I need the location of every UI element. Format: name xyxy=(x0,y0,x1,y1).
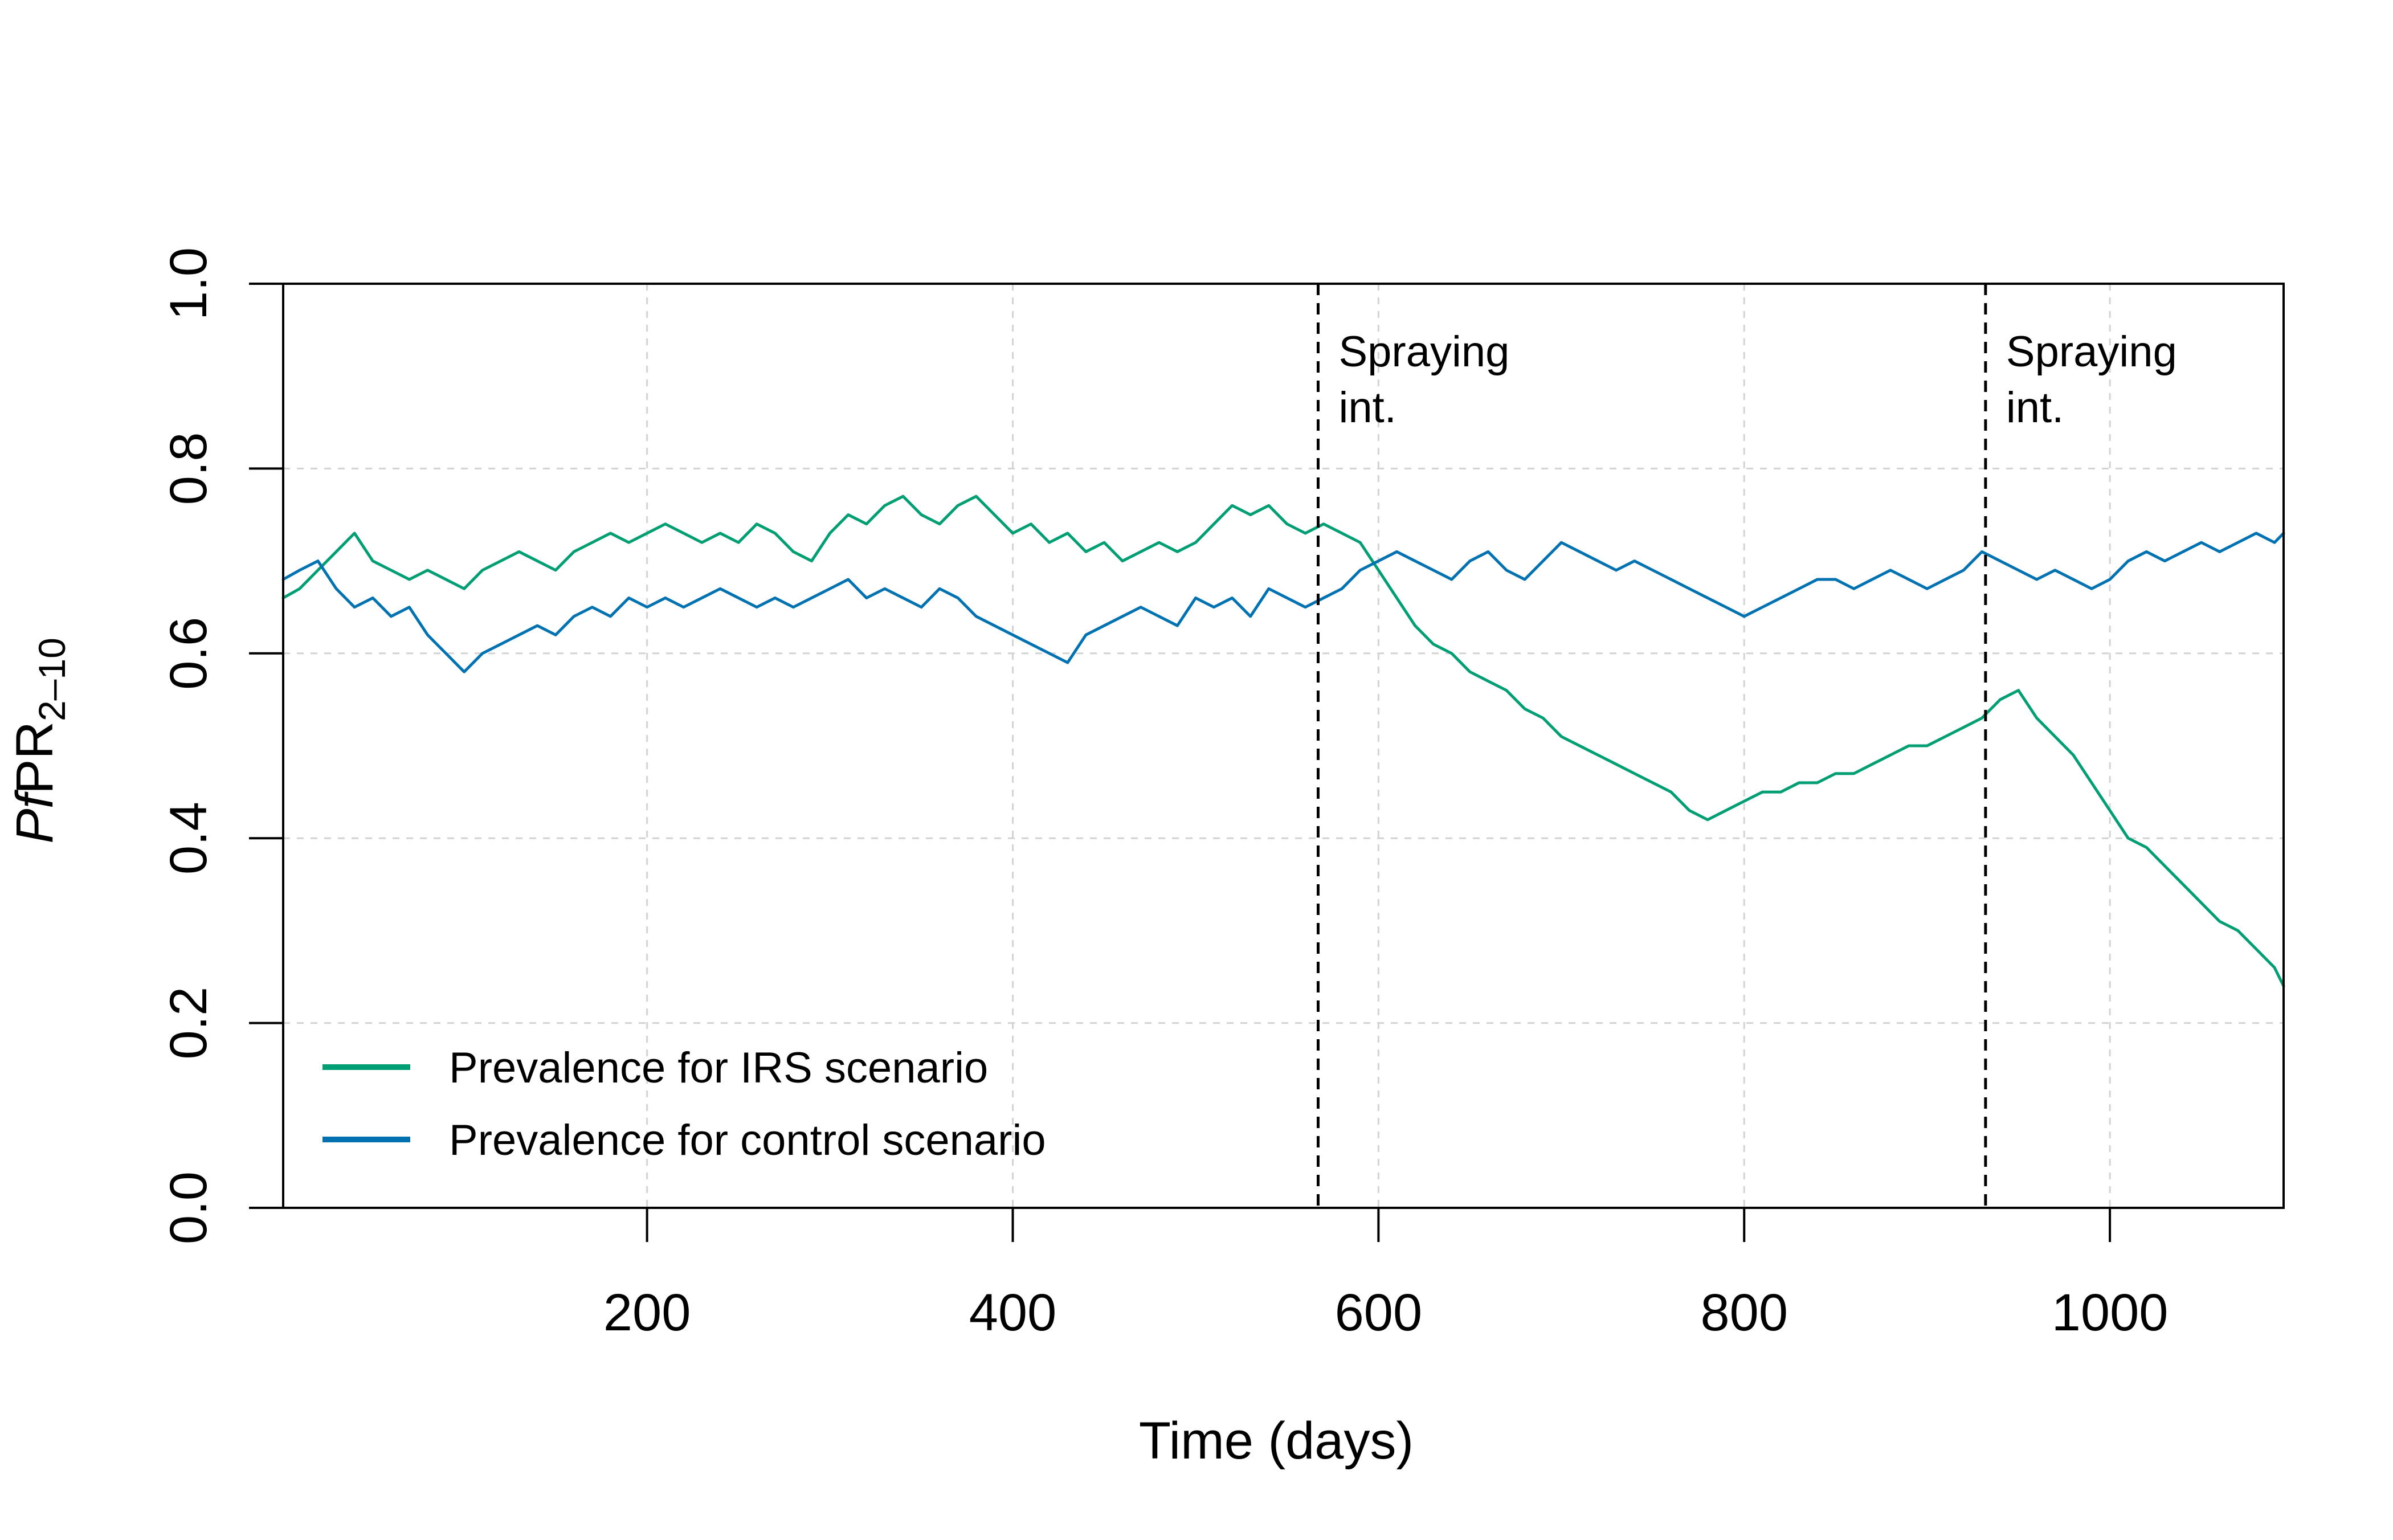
y-tick-label: 1.0 xyxy=(160,247,218,320)
series-line-control xyxy=(281,532,2285,673)
x-tick-label: 200 xyxy=(603,1284,691,1342)
legend-label-control: Prevalence for control scenario xyxy=(449,1116,1046,1165)
x-axis-label: Time (days) xyxy=(1139,1412,1414,1470)
x-tick-label: 1000 xyxy=(2052,1284,2169,1342)
spraying-label: int. xyxy=(2006,383,2064,432)
x-tick-label: 400 xyxy=(969,1284,1057,1342)
series-lines xyxy=(281,495,2285,988)
spraying-label: Spraying xyxy=(2006,328,2177,376)
y-axis-label-main: PR xyxy=(6,721,64,794)
y-tick-label: 0.8 xyxy=(160,432,218,505)
y-axis-label-italic: Pf xyxy=(6,789,64,843)
y-tick-label: 0.6 xyxy=(160,617,218,690)
y-tick-label: 0.4 xyxy=(160,802,218,875)
x-tick-label: 600 xyxy=(1335,1284,1423,1342)
y-tick-label: 0.0 xyxy=(160,1171,218,1244)
y-axis-label: PfPR2–10 xyxy=(6,638,73,844)
series-line-irs xyxy=(281,495,2285,988)
x-tick-label: 800 xyxy=(1700,1284,1788,1342)
legend: Prevalence for IRS scenario Prevalence f… xyxy=(322,1044,1046,1165)
spraying-label: int. xyxy=(1338,383,1396,432)
y-axis-label-subscript: 2–10 xyxy=(31,638,73,721)
x-axis: 200 400 600 800 1000 xyxy=(249,1207,2284,1342)
spraying-label: Spraying xyxy=(1338,328,1509,376)
spraying-markers: Spraying int. Spraying int. xyxy=(1316,284,2177,1208)
y-axis: 0.0 0.2 0.4 0.6 0.8 1.0 xyxy=(160,247,284,1244)
y-tick-label: 0.2 xyxy=(160,987,218,1060)
legend-label-irs: Prevalence for IRS scenario xyxy=(449,1044,988,1092)
